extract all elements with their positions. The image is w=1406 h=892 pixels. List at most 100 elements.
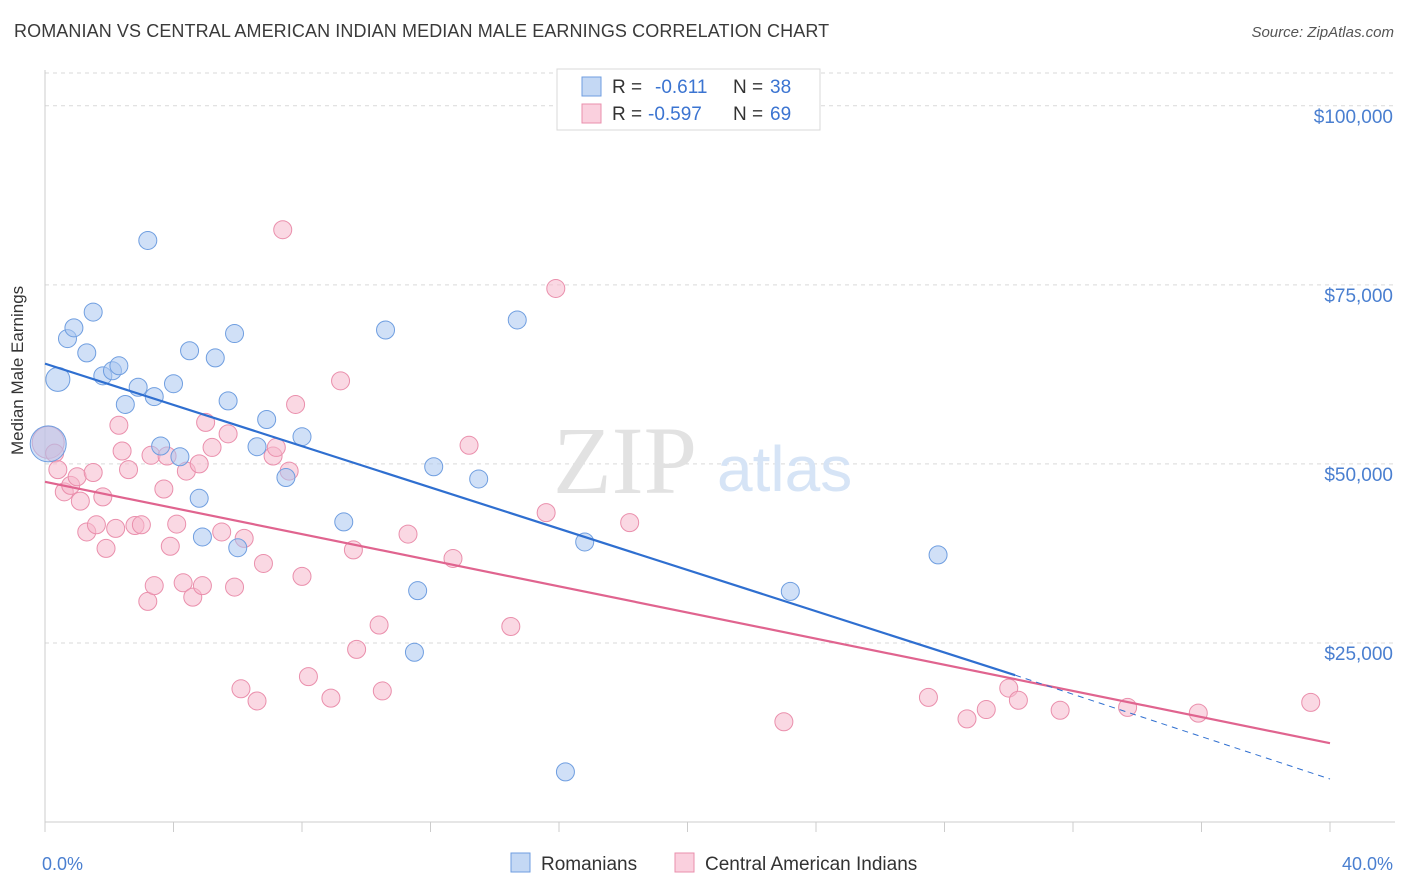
romanians-point-3	[64, 318, 84, 338]
romanians-point-5	[83, 302, 103, 322]
central-american-indians-point-28	[189, 454, 209, 474]
legend-label-romanians: Romanians	[541, 854, 637, 875]
central-american-indians-point-10	[93, 487, 113, 507]
romanians-point-30	[404, 642, 424, 662]
central-american-indians-point-51	[372, 681, 392, 701]
romanians-point-0	[29, 425, 67, 463]
correlation-legend: R = -0.611 N = 38 R = -0.597 N = 69	[556, 68, 821, 131]
central-american-indians-point-43	[286, 394, 306, 414]
trend-line-romanians	[44, 362, 1016, 677]
x-tick-labels: 0.0% 40.0%	[42, 854, 1393, 874]
romanians-point-37	[928, 545, 948, 565]
central-american-indians-point-32	[212, 522, 232, 542]
legend-swatch-central-american-indians	[581, 103, 602, 124]
romanians-point-13	[151, 436, 171, 456]
legend-n-value-1: 38	[770, 77, 791, 98]
central-american-indians-point-67	[1188, 703, 1208, 723]
central-american-indians-point-11	[96, 538, 116, 558]
central-american-indians-point-60	[918, 687, 938, 707]
central-american-indians-point-45	[298, 667, 318, 687]
legend-swatch-central-american-indians-bottom	[674, 852, 695, 873]
romanians-point-22	[228, 538, 248, 558]
trend-line-central-american-indians	[44, 480, 1331, 745]
romanians-point-33	[507, 310, 527, 330]
central-american-indians-point-37	[247, 691, 267, 711]
central-american-indians-point-33	[218, 424, 238, 444]
central-american-indians-point-55	[501, 616, 521, 636]
romanians-point-20	[218, 391, 238, 411]
romanians-point-15	[170, 447, 190, 467]
central-american-indians-point-12	[106, 518, 126, 538]
romanians-point-23	[247, 437, 267, 457]
y-tick-label-0: $25,000	[1324, 644, 1393, 665]
legend-label-central-american-indians: Central American Indians	[705, 854, 917, 875]
central-american-indians-point-52	[398, 524, 418, 544]
chart-source: Source: ZipAtlas.com	[1251, 24, 1394, 41]
gridlines	[45, 72, 1395, 644]
central-american-indians-point-41	[273, 220, 293, 240]
central-american-indians-point-65	[1050, 700, 1070, 720]
x-tick-label-0: 0.0%	[42, 854, 83, 874]
central-american-indians-point-58	[620, 513, 640, 533]
central-american-indians-point-14	[112, 441, 132, 461]
romanians-point-36	[780, 581, 800, 601]
central-american-indians-point-47	[331, 371, 351, 391]
central-american-indians-point-38	[253, 553, 273, 573]
series-legend: Romanians Central American Indians	[510, 852, 917, 875]
romanians-point-8	[109, 356, 129, 376]
romanians-point-34	[555, 762, 575, 782]
watermark-atlas: atlas	[717, 433, 852, 505]
central-american-indians-point-9	[86, 515, 106, 535]
central-american-indians-point-2	[48, 460, 68, 480]
central-american-indians-point-5	[67, 467, 87, 487]
watermark: ZIP atlas	[553, 407, 852, 514]
y-tick-label-1: $50,000	[1324, 465, 1393, 486]
trend-lines	[44, 362, 1331, 780]
romanians-point-27	[334, 512, 354, 532]
central-american-indians-point-23	[160, 536, 180, 556]
central-american-indians-point-21	[154, 479, 174, 499]
romanians-point-4	[77, 343, 97, 363]
y-tick-label-3: $100,000	[1314, 107, 1393, 128]
central-american-indians-point-24	[167, 514, 187, 534]
romanians-point-32	[469, 469, 489, 489]
central-american-indians-point-57	[546, 278, 566, 298]
romanians-point-17	[189, 488, 209, 508]
legend-n-value-2: 69	[770, 104, 791, 125]
central-american-indians-point-30	[196, 412, 216, 432]
central-american-indians-point-15	[119, 460, 139, 480]
central-american-indians-point-49	[347, 639, 367, 659]
central-american-indians-point-59	[774, 712, 794, 732]
x-tick-label-1: 40.0%	[1342, 854, 1393, 874]
central-american-indians-point-50	[369, 615, 389, 635]
central-american-indians-point-8	[83, 462, 103, 482]
trend-line-romanians-extension	[1015, 674, 1331, 780]
romanians-point-28	[376, 320, 396, 340]
watermark-zip: ZIP	[553, 407, 697, 514]
romanians-point-31	[424, 457, 444, 477]
legend-r-label-1: R =	[612, 77, 642, 98]
central-american-indians-point-56	[536, 503, 556, 523]
central-american-indians-point-29	[192, 576, 212, 596]
central-american-indians-point-54	[459, 435, 479, 455]
central-american-indians-point-17	[131, 515, 151, 535]
central-american-indians-point-44	[292, 566, 312, 586]
romanians-point-29	[408, 581, 428, 601]
legend-r-label-2: R =	[612, 104, 642, 125]
romanians-point-9	[115, 394, 135, 414]
y-tick-label-2: $75,000	[1324, 286, 1393, 307]
legend-n-label-2: N =	[733, 104, 763, 125]
central-american-indians-point-34	[225, 577, 245, 597]
central-american-indians-point-31	[202, 437, 222, 457]
legend-swatch-romanians	[581, 76, 602, 97]
chart-title: ROMANIAN VS CENTRAL AMERICAN INDIAN MEDI…	[14, 21, 830, 41]
romanians-point-11	[138, 230, 158, 250]
romanians-point-25	[276, 468, 296, 488]
romanians-point-19	[205, 348, 225, 368]
central-american-indians-point-46	[321, 688, 341, 708]
legend-swatch-romanians-bottom	[510, 852, 531, 873]
romanians-point-14	[164, 374, 183, 394]
central-american-indians-point-62	[976, 700, 996, 720]
central-american-indians-point-40	[266, 437, 286, 457]
